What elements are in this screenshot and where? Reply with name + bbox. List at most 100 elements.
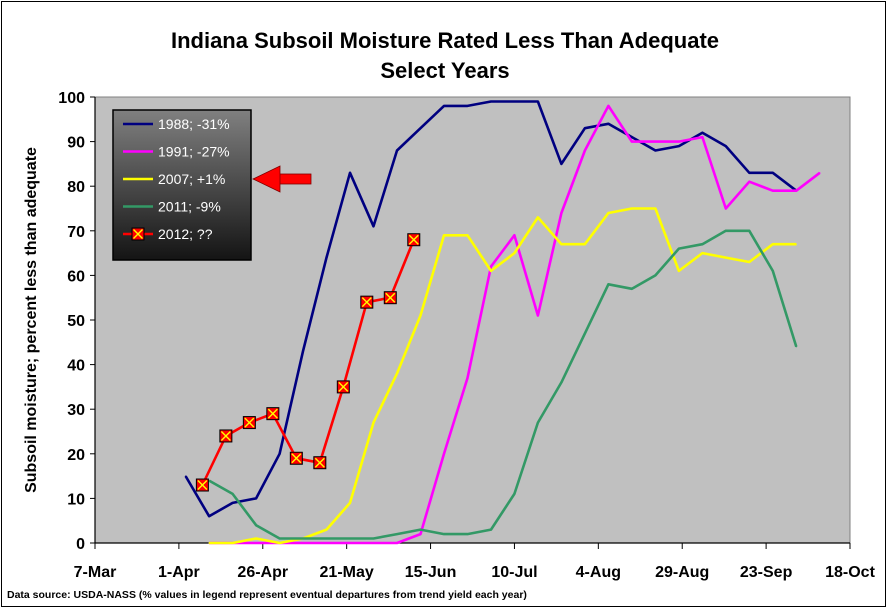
data-point <box>349 537 351 540</box>
data-point <box>325 542 328 544</box>
x-tick-label: 18-Oct <box>825 564 875 581</box>
data-point <box>560 163 563 165</box>
data-point <box>654 149 656 152</box>
data-point <box>631 141 633 143</box>
x-tick-label: 26-Apr <box>237 564 288 581</box>
data-point <box>208 542 210 544</box>
data-point <box>772 243 774 245</box>
data-point <box>443 105 445 107</box>
data-point <box>607 212 610 214</box>
data-point <box>631 136 633 138</box>
data-point <box>396 149 398 152</box>
data-point <box>255 542 257 544</box>
data-source-note: Data source: USDA-NASS (% values in lege… <box>7 589 527 601</box>
data-point <box>678 248 680 250</box>
data-point <box>748 230 750 232</box>
data-point-marker <box>219 429 233 443</box>
data-point-marker <box>313 456 327 470</box>
data-point <box>231 542 234 544</box>
data-point <box>584 127 586 129</box>
data-point <box>490 270 492 272</box>
data-point <box>419 127 422 129</box>
data-point <box>748 172 750 174</box>
x-axis: 7-Mar 1-Apr 26-Apr 21-May 15-Jun 10-Jul 4-Aug 2… <box>74 542 876 581</box>
data-point <box>513 252 516 254</box>
data-point <box>513 234 516 236</box>
red-arrow-icon <box>252 165 312 193</box>
data-point <box>302 542 304 544</box>
data-point <box>372 537 375 540</box>
data-point <box>701 136 703 138</box>
data-point <box>772 270 774 272</box>
x-tick-label: 29-Aug <box>655 564 709 581</box>
y-tick-label: 0 <box>76 536 85 553</box>
y-axis-label: Subsoil moisture; percent less than adeq… <box>23 147 40 493</box>
x-tick-label: 4-Aug <box>576 564 621 581</box>
data-point <box>396 533 398 535</box>
y-tick-label: 90 <box>67 135 85 152</box>
series-line <box>208 229 798 540</box>
data-point <box>302 350 304 352</box>
data-point-marker <box>242 416 256 430</box>
series-1 <box>184 100 798 518</box>
data-point <box>537 421 539 424</box>
x-tick-label: 10-Jul <box>491 564 537 581</box>
legend-entry: 2012; ?? <box>123 226 213 242</box>
data-point <box>631 288 633 290</box>
y-tick-label: 60 <box>67 268 85 285</box>
y-tick-label: 20 <box>67 447 85 464</box>
data-point <box>631 207 633 210</box>
data-point <box>490 529 492 531</box>
data-point-marker <box>195 478 209 492</box>
legend-entry: 2011; -9% <box>123 199 221 215</box>
data-point <box>701 132 703 134</box>
series-line <box>209 207 797 545</box>
data-point <box>278 453 281 455</box>
data-point <box>443 453 445 455</box>
data-point-marker <box>360 295 374 309</box>
data-point-marker <box>266 407 280 421</box>
y-tick-label: 100 <box>58 90 85 107</box>
data-point <box>607 123 610 125</box>
data-point <box>419 529 422 531</box>
data-point <box>678 145 680 147</box>
series-line <box>201 239 416 486</box>
data-point <box>372 225 375 227</box>
data-point <box>466 533 469 535</box>
data-point <box>819 172 821 174</box>
data-point-marker <box>383 291 397 305</box>
legend-label: 2007; +1% <box>158 171 225 187</box>
x-tick-label: 1-Apr <box>158 564 200 581</box>
series-2 <box>208 104 821 545</box>
data-point <box>325 529 328 531</box>
y-tick-label: 80 <box>67 179 85 196</box>
data-point <box>513 100 516 103</box>
y-tick-label: 70 <box>67 224 85 241</box>
data-point <box>795 243 797 245</box>
y-tick-label: 30 <box>67 402 85 419</box>
series-layer <box>184 100 821 545</box>
data-point <box>185 475 187 477</box>
series-3 <box>208 207 797 545</box>
data-point <box>795 190 797 192</box>
data-point <box>560 381 563 384</box>
data-point <box>490 100 492 103</box>
data-point <box>396 372 398 375</box>
legend-label: 1991; -27% <box>158 144 230 160</box>
x-tick-label: 7-Mar <box>74 564 117 581</box>
data-point-marker <box>336 380 350 394</box>
data-point <box>443 234 445 236</box>
data-point <box>419 533 422 535</box>
legend-entry: 1991; -27% <box>123 144 230 160</box>
data-point <box>231 493 234 495</box>
legend-entry: 2007; +1% <box>123 171 225 187</box>
data-point <box>654 141 656 143</box>
data-point <box>678 270 680 272</box>
x-tick-label: 15-Jun <box>405 564 457 581</box>
data-point <box>490 265 492 268</box>
data-point <box>537 100 539 103</box>
series-5 <box>195 233 421 492</box>
data-point <box>231 502 234 504</box>
data-point <box>795 346 797 348</box>
